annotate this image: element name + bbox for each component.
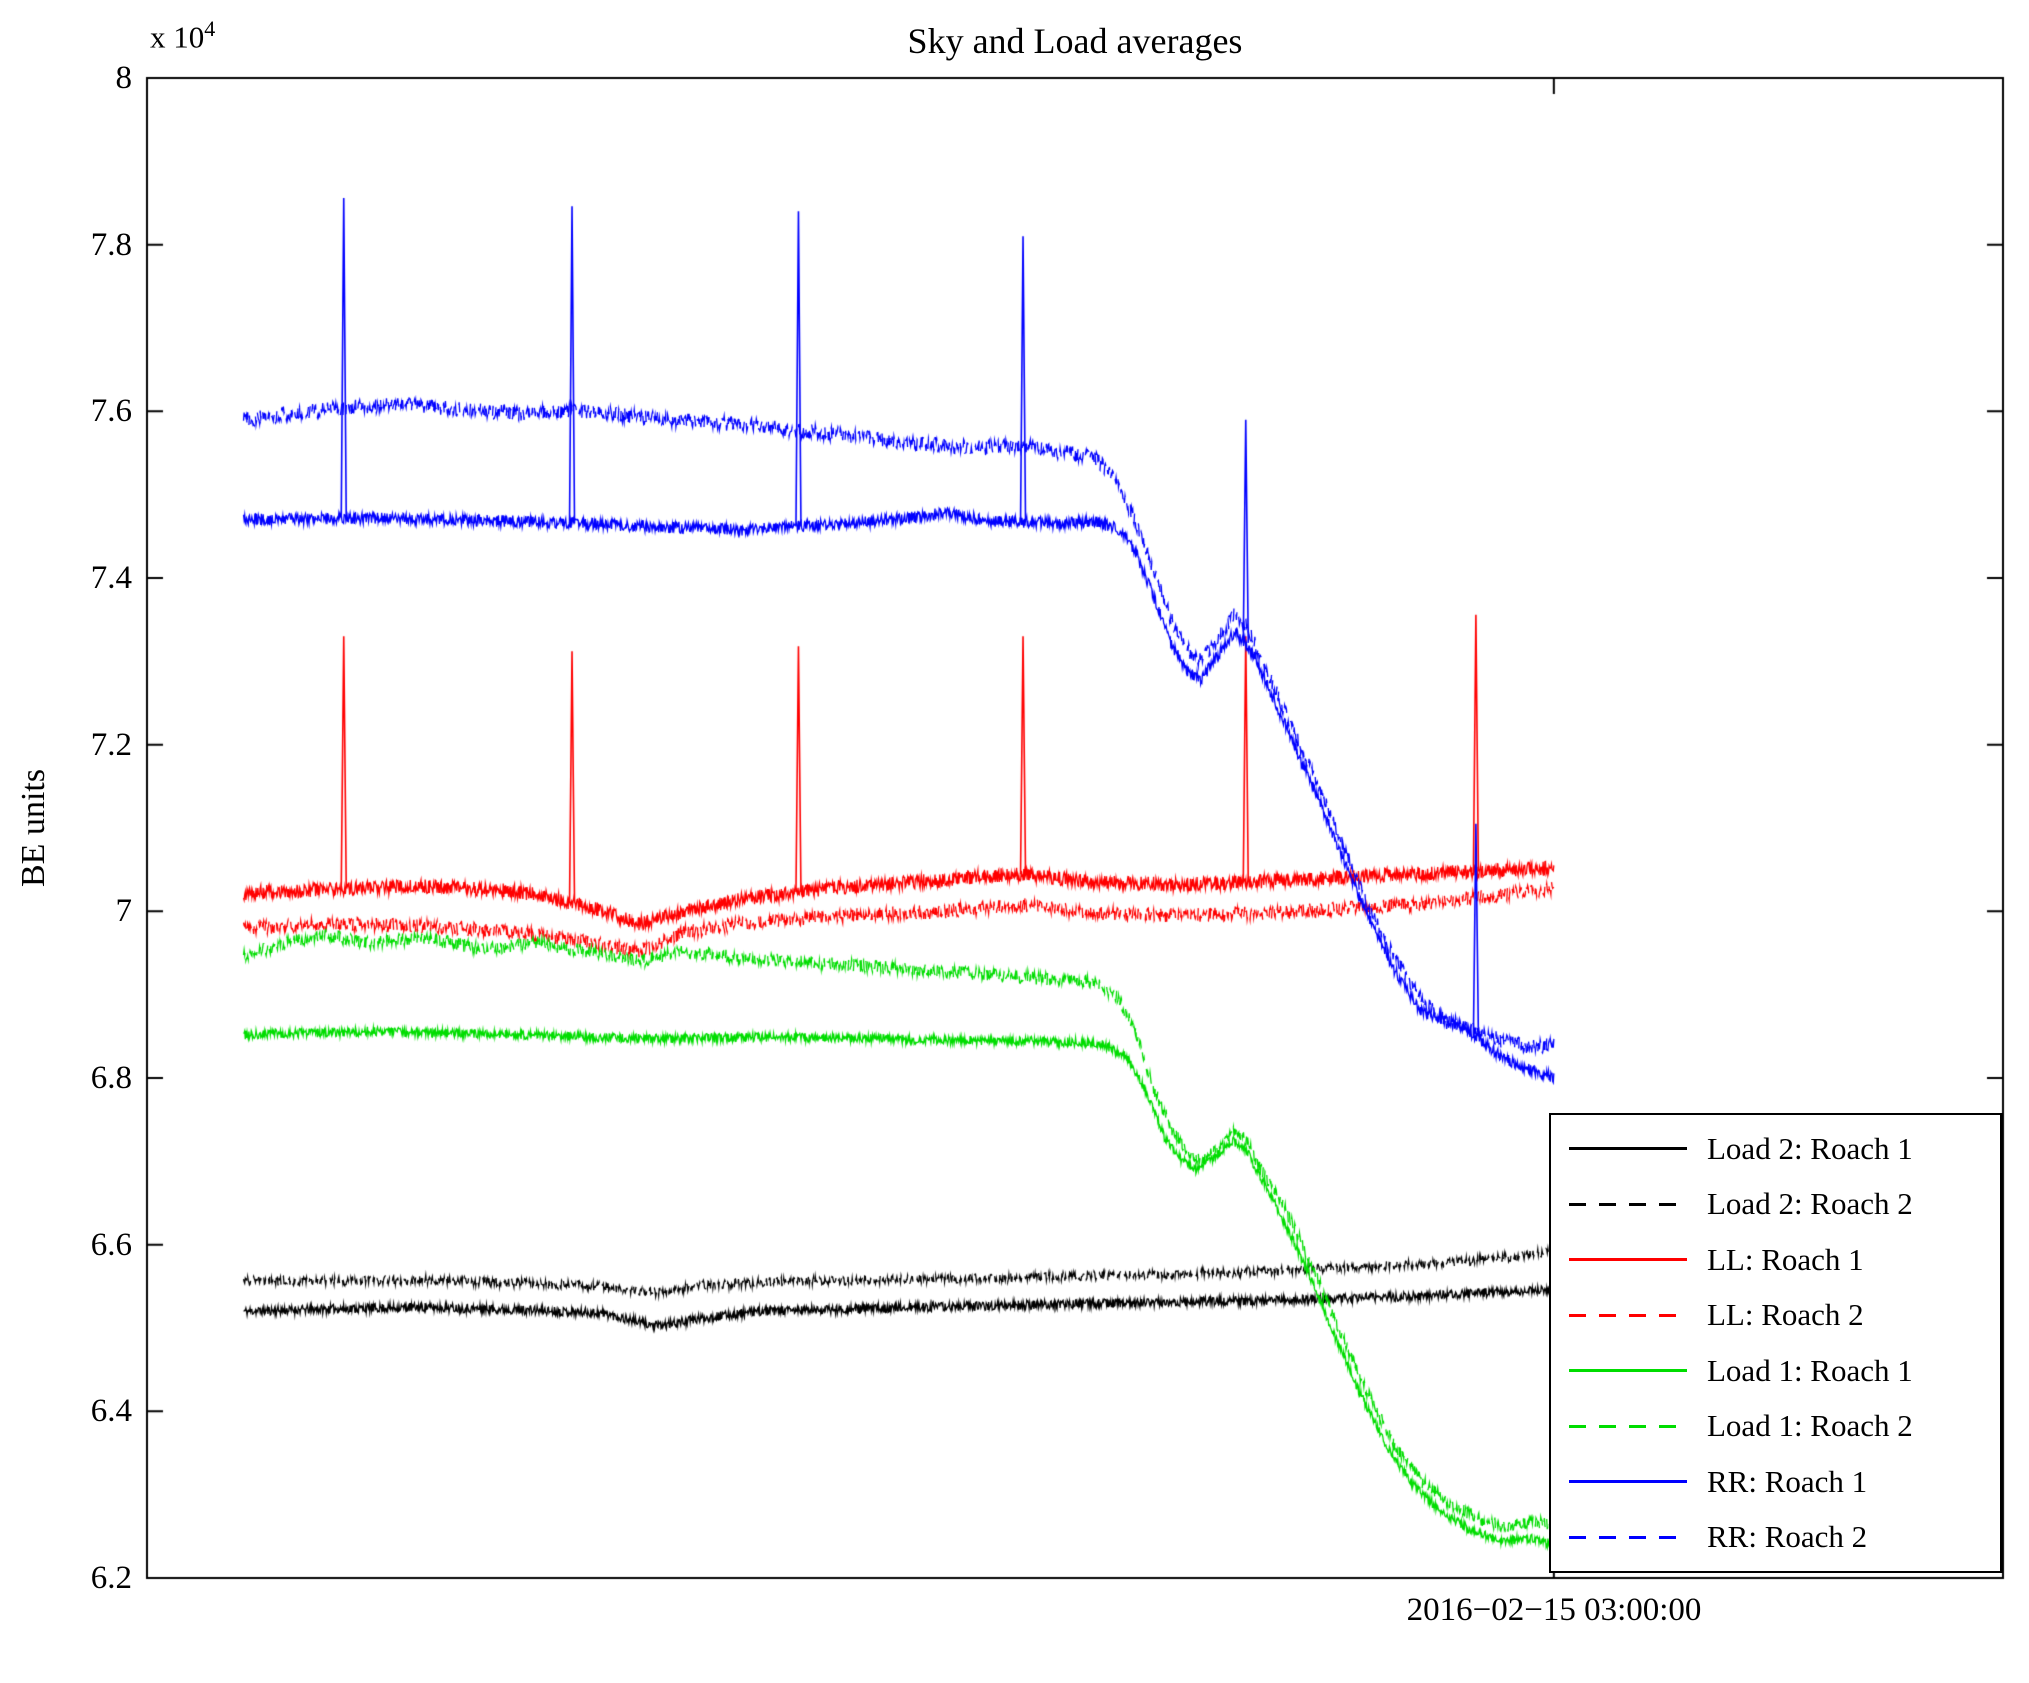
y-tick-label: 8 (115, 60, 133, 96)
y-tick-label: 7 (115, 893, 133, 930)
y-tick-label: 6.8 (90, 1060, 132, 1096)
y-axis-scale-label: x 104 (150, 16, 215, 55)
legend-entry: Load 1: Roach 1 (1551, 1353, 2000, 1389)
legend-entry-label: Load 2: Roach 1 (1707, 1130, 1913, 1166)
legend-dashed-line-sample (1569, 1424, 1687, 1428)
legend-entry: Load 2: Roach 1 (1551, 1131, 2000, 1167)
legend-solid-line-sample (1569, 1258, 1687, 1262)
legend-dashed-line-sample (1569, 1313, 1687, 1317)
y-tick-label: 7.2 (90, 726, 132, 763)
legend-entry-label: RR: Roach 2 (1707, 1519, 1868, 1555)
legend-entry-label: LL: Roach 1 (1707, 1241, 1864, 1277)
legend-entry: LL: Roach 1 (1551, 1242, 2000, 1278)
y-tick-label: 7.4 (90, 560, 132, 596)
legend-entry: Load 1: Roach 2 (1551, 1408, 2000, 1444)
y-tick-label: 6.6 (90, 1226, 132, 1263)
legend: Load 2: Roach 1 Load 2: Roach 2 LL: Roach … (1549, 1113, 2002, 1573)
legend-solid-line-sample (1569, 1480, 1687, 1484)
y-axis-scale-exponent: 4 (204, 16, 216, 41)
legend-entry-label: Load 2: Roach 2 (1707, 1186, 1913, 1222)
legend-entry: RR: Roach 1 (1551, 1464, 2000, 1500)
legend-entry: Load 2: Roach 2 (1551, 1186, 2000, 1222)
y-tick-label: 7.6 (90, 393, 132, 430)
y-tick-label: 6.2 (90, 1560, 132, 1596)
chart-title: Sky and Load averages (907, 21, 1243, 61)
legend-entry-label: Load 1: Roach 2 (1707, 1408, 1913, 1444)
legend-entry: LL: Roach 2 (1551, 1297, 2000, 1333)
y-axis-scale-prefix: x 10 (150, 19, 205, 55)
legend-entry-label: Load 1: Roach 1 (1707, 1352, 1913, 1388)
legend-solid-line-sample (1569, 1147, 1687, 1151)
y-axis-label: BE units (15, 768, 52, 888)
legend-solid-line-sample (1569, 1369, 1687, 1373)
legend-entry-label: RR: Roach 1 (1707, 1463, 1868, 1499)
legend-dashed-line-sample (1569, 1535, 1687, 1539)
y-tick-label: 7.8 (90, 226, 132, 263)
legend-entry: RR: Roach 2 (1551, 1519, 2000, 1555)
legend-entry-label: LL: Roach 2 (1707, 1297, 1864, 1333)
x-tick-label: 2016−02−15 03:00:00 (1406, 1592, 1702, 1628)
legend-dashed-line-sample (1569, 1202, 1687, 1206)
y-tick-label: 6.4 (90, 1393, 132, 1430)
